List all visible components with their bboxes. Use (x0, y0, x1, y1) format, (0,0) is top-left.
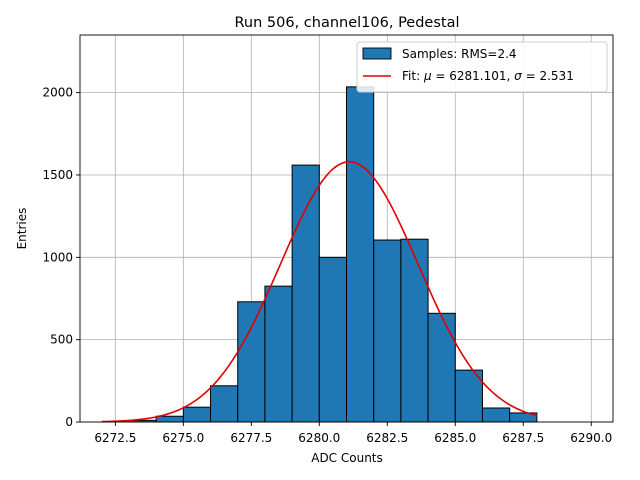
histogram-bar (400, 238, 429, 423)
y-tick-label: 0 (65, 415, 73, 429)
x-tick-label: 6275.0 (162, 431, 204, 445)
y-tick-label: 500 (50, 333, 73, 347)
x-tick-label: 6282.5 (366, 431, 408, 445)
histogram-bar (427, 312, 456, 423)
legend-fit-equals-2: = (522, 69, 540, 83)
histogram-bar (291, 164, 320, 423)
histogram-bar (346, 86, 375, 423)
fit-curve (101, 161, 538, 423)
legend-box (356, 41, 608, 93)
histogram-bar (454, 369, 483, 423)
x-tick-label: 6287.5 (502, 431, 544, 445)
histogram-bar (373, 239, 402, 423)
histogram-bars (128, 86, 538, 423)
legend: Samples: RMS=2.4 Fit: μ = 6281.101, σ = … (356, 41, 608, 93)
chart-title: Run 506, channel106, Pedestal (234, 15, 459, 31)
y-axis-ticks: 0 500 1000 1500 2000 (42, 86, 80, 429)
histogram-bar (182, 406, 212, 423)
histogram-bar (481, 407, 511, 423)
legend-histogram-label: Samples: RMS=2.4 (402, 47, 517, 61)
histogram-bar (155, 415, 184, 423)
legend-fit-mu-value: 6281.101 (449, 69, 506, 83)
histogram-bar (318, 256, 347, 423)
legend-fit-equals-1: = (432, 69, 450, 83)
legend-histogram-swatch (362, 47, 392, 60)
legend-fit-separator: , (507, 69, 515, 83)
y-tick-label: 1500 (42, 168, 73, 182)
x-tick-label: 6280.0 (298, 431, 340, 445)
x-axis-ticks: 6272.5 6275.0 6277.5 6280.0 6282.5 6285.0 6287… (94, 422, 612, 445)
histogram-bar (237, 301, 266, 423)
x-axis-label: ADC Counts (311, 451, 383, 465)
x-tick-label: 6285.0 (434, 431, 476, 445)
histogram-bar (264, 285, 293, 423)
legend-fit-mu-symbol: μ (423, 69, 432, 83)
legend-fit-label: Fit: μ = 6281.101, σ = 2.531 (402, 69, 574, 83)
plot-frame (79, 34, 614, 423)
legend-fit-prefix: Fit: (402, 69, 424, 83)
x-tick-label: 6272.5 (94, 431, 136, 445)
x-tick-label: 6277.5 (230, 431, 272, 445)
y-tick-label: 2000 (42, 86, 73, 100)
legend-fit-sigma-symbol: σ (514, 69, 522, 83)
y-tick-label: 1000 (42, 250, 73, 264)
legend-fit-sigma-value: 2.531 (539, 69, 573, 83)
y-axis-label: Entries (15, 208, 29, 250)
x-tick-label: 6290.0 (570, 431, 612, 445)
histogram-bar (210, 385, 239, 423)
